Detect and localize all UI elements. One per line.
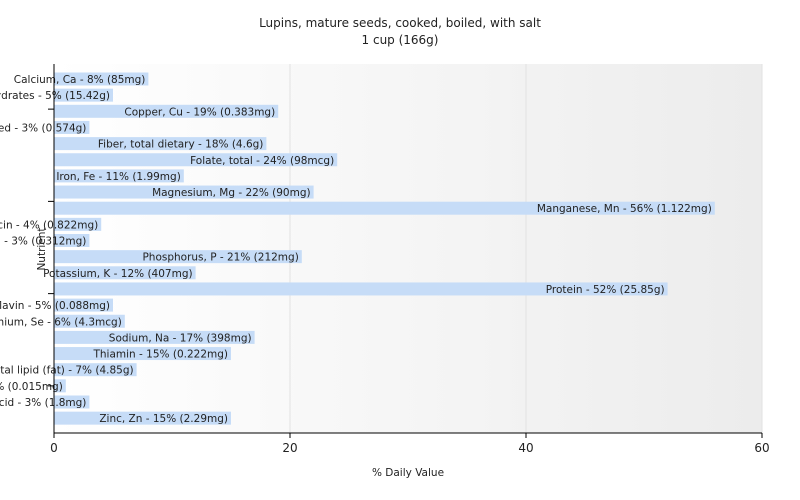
- bar-label: Folate, total - 24% (98mcg): [190, 155, 334, 167]
- chart-title: Lupins, mature seeds, cooked, boiled, wi…: [259, 16, 541, 30]
- bar-label: Copper, Cu - 19% (0.383mg): [124, 106, 275, 118]
- bar-label: Carbohydrates - 5% (15.42g): [0, 90, 110, 102]
- bar-label: Iron, Fe - 11% (1.99mg): [56, 171, 180, 183]
- bar: [54, 411, 231, 425]
- bar: [54, 217, 102, 231]
- bar-label: Fatty acids, total saturated - 3% (0.574…: [0, 122, 86, 134]
- chart-subtitle: 1 cup (166g): [362, 33, 439, 47]
- bar-label: Niacin - 4% (0.822mg): [0, 219, 98, 231]
- bar: [54, 363, 137, 377]
- bar-label: Total lipid (fat) - 7% (4.85g): [0, 365, 134, 377]
- bar: [54, 266, 196, 280]
- y-axis-title: Nutrient: [36, 227, 48, 270]
- bar-label: Selenium, Se - 6% (4.3mcg): [0, 316, 122, 328]
- bar: [54, 395, 90, 409]
- bar: [54, 120, 90, 134]
- bar-label: Magnesium, Mg - 22% (90mg): [152, 187, 311, 199]
- grid: [289, 64, 763, 433]
- bar: [54, 104, 279, 118]
- bar: [54, 185, 314, 199]
- bar: [54, 314, 125, 328]
- bar-label: Protein - 52% (25.85g): [546, 284, 665, 296]
- bar: [54, 234, 90, 247]
- bars: [54, 72, 715, 425]
- bar-labels: Calcium, Ca - 8% (85mg) Carbohydrates - 5…: [0, 74, 712, 425]
- bar-label: Vitamin C, total ascorbic acid - 3% (1.8…: [0, 397, 86, 409]
- bar: [54, 347, 231, 361]
- bar: [54, 379, 66, 393]
- bar-label: Sodium, Na - 17% (398mg): [109, 332, 252, 344]
- bar-label: Vitamin B-6 - 1% (0.015mg): [0, 381, 63, 393]
- y-ticks: [48, 108, 54, 387]
- bar-label: Phosphorus, P - 21% (212mg): [142, 252, 298, 264]
- x-tick-label: 20: [282, 441, 297, 455]
- x-ticks: 0 20 40 60: [50, 433, 770, 455]
- x-tick-label: 0: [50, 441, 58, 455]
- bar-label: Potassium, K - 12% (407mg): [43, 268, 193, 280]
- x-tick-label: 40: [518, 441, 533, 455]
- bar: [54, 72, 149, 86]
- bar: [54, 298, 113, 312]
- bar-label: Fiber, total dietary - 18% (4.6g): [98, 139, 263, 151]
- bar-label: Zinc, Zn - 15% (2.29mg): [99, 413, 228, 425]
- bar: [54, 88, 113, 102]
- bar: [54, 250, 302, 264]
- bar-label: Manganese, Mn - 56% (1.122mg): [537, 203, 712, 215]
- x-tick-label: 60: [754, 441, 769, 455]
- bar: [54, 169, 184, 183]
- bar-label: Pantothenic acid - 3% (0.312mg): [0, 236, 86, 248]
- bar-label: Thiamin - 15% (0.222mg): [92, 349, 228, 361]
- bar: [54, 153, 338, 167]
- bar: [54, 330, 255, 344]
- bar: [54, 137, 267, 151]
- bar: [54, 282, 668, 296]
- bar-label: Calcium, Ca - 8% (85mg): [14, 74, 146, 86]
- x-axis-title: % Daily Value: [372, 467, 444, 479]
- bar-label: Riboflavin - 5% (0.088mg): [0, 300, 110, 312]
- plot-area: [54, 64, 762, 433]
- bar: [54, 201, 715, 215]
